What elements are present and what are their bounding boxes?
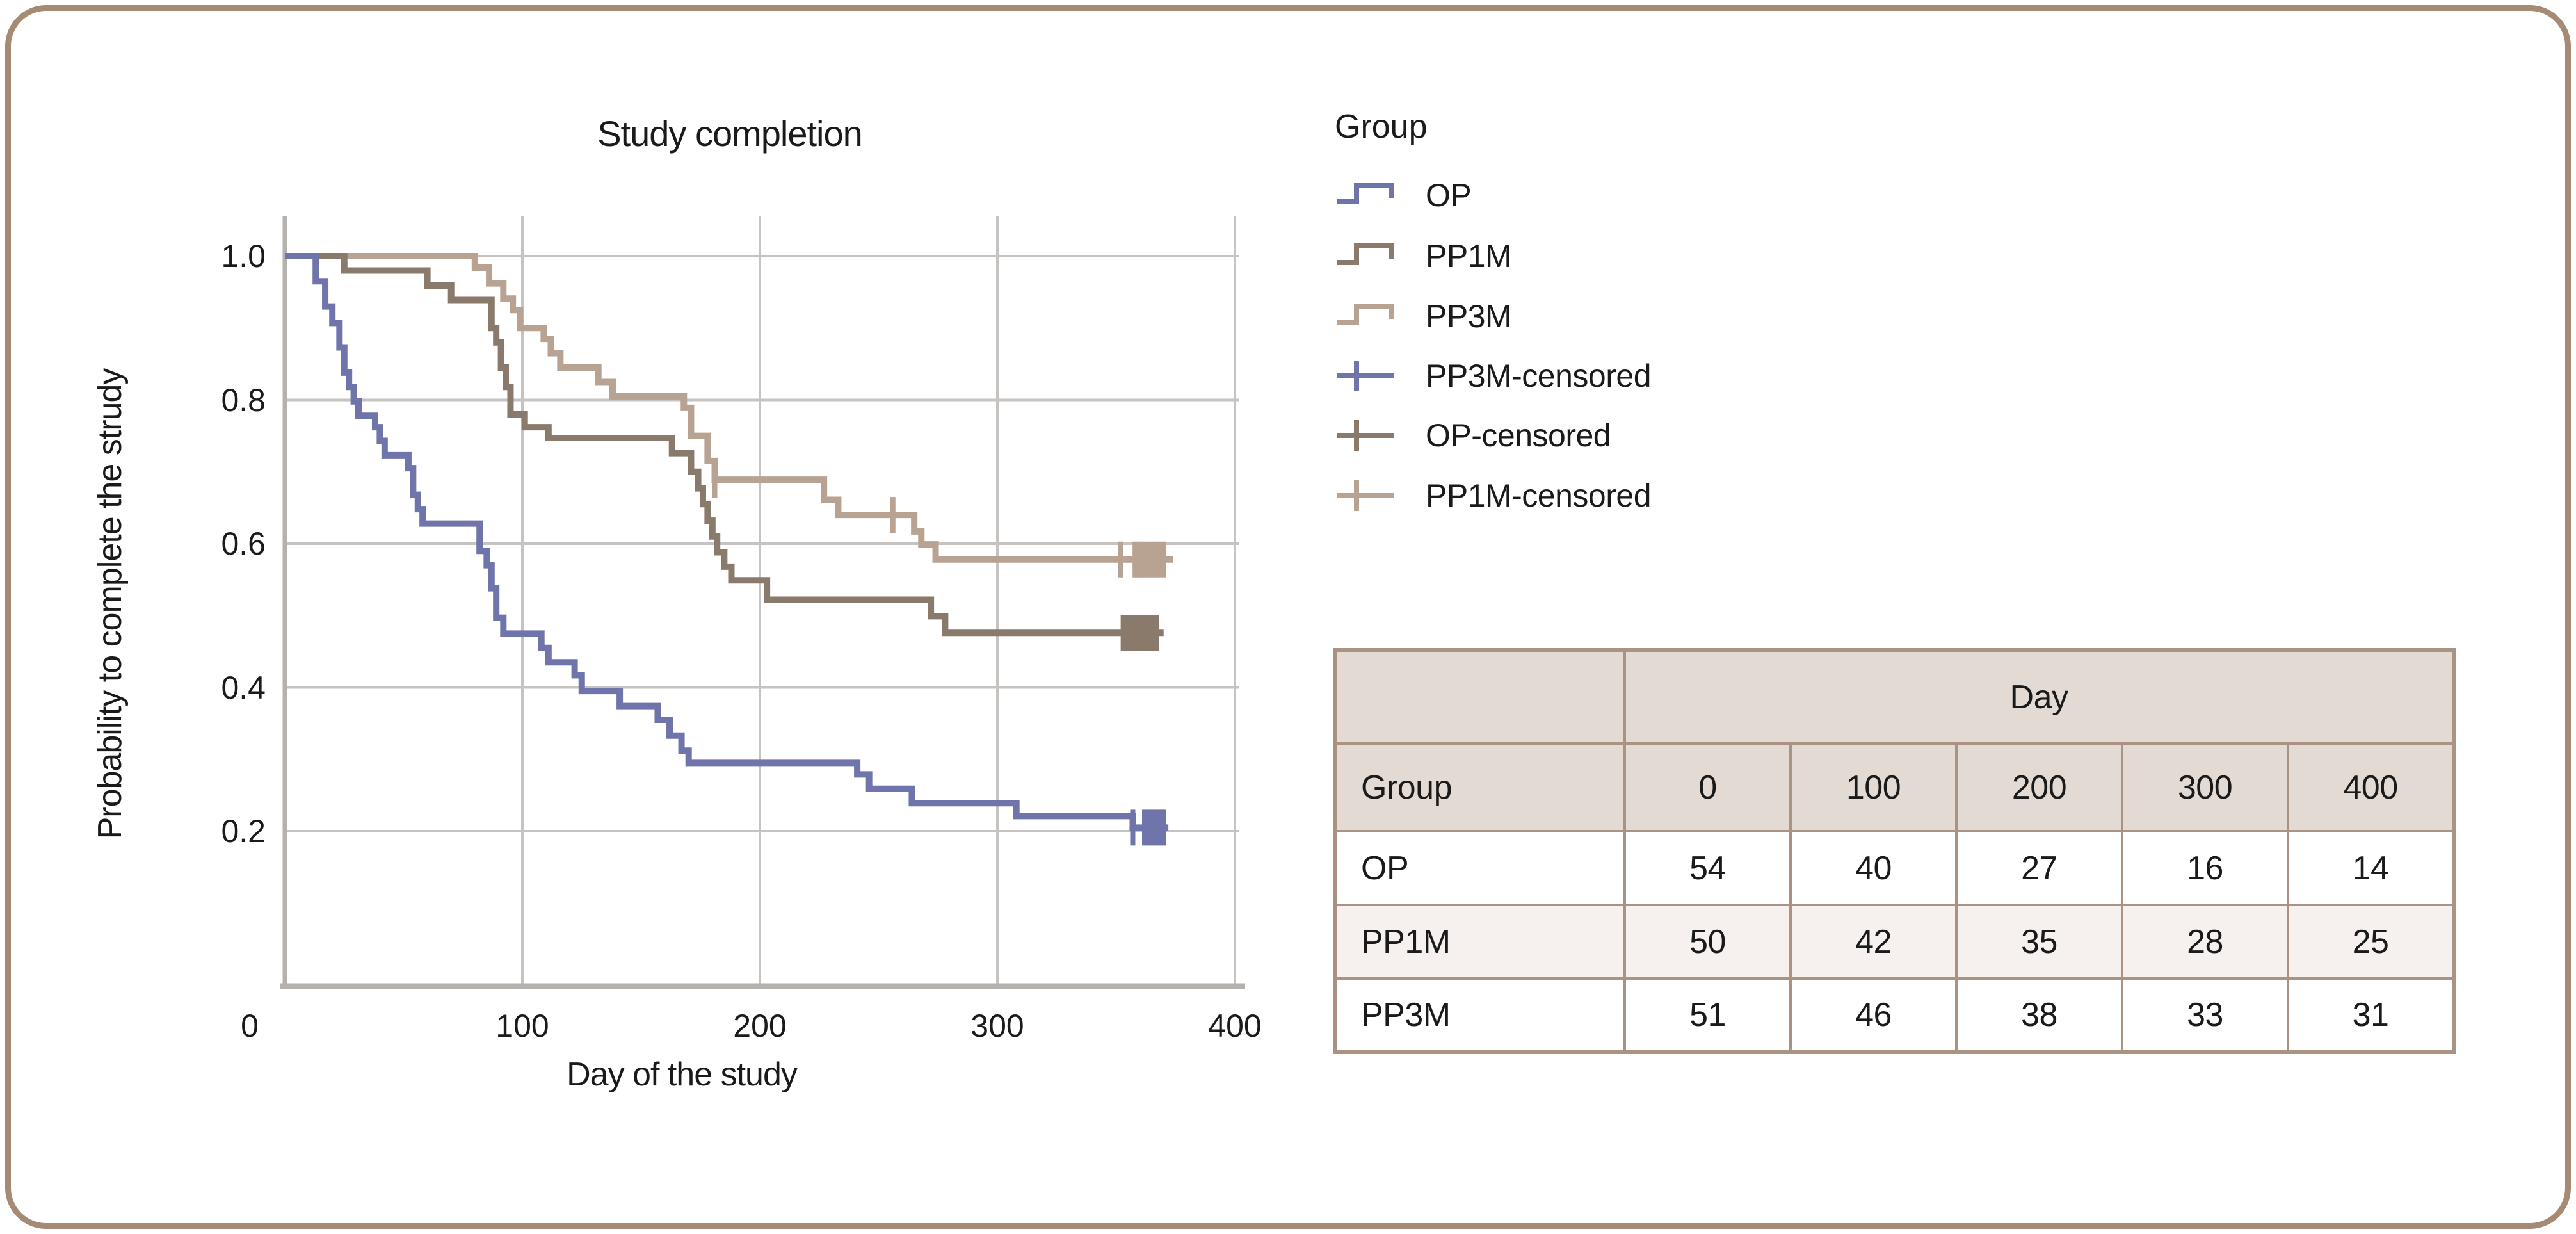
count-cell: 14: [2286, 830, 2456, 906]
table-row: Group 0 100 200 300 400: [1333, 742, 2456, 832]
count-cell: 27: [1955, 830, 2123, 906]
count-cell: 54: [1623, 830, 1792, 906]
table-row-pp3m: PP3M 51 46 38 33 31: [1333, 977, 2456, 1053]
step-line-icon: [1337, 183, 1394, 204]
legend-item-pp3m: PP3M: [1335, 295, 1512, 337]
day-col-header: 400: [2286, 742, 2456, 832]
day-col-header: 200: [1955, 742, 2123, 832]
day-span-header: Day: [1623, 649, 2456, 745]
legend-item-pp3m-censored: PP3M-censored: [1335, 355, 1652, 397]
count-cell: 25: [2286, 904, 2456, 980]
legend-item-label: PP3M-censored: [1426, 358, 1652, 394]
legend-item-op-censored: OP-censored: [1335, 414, 1611, 457]
day-col-header: 0: [1623, 742, 1792, 832]
step-line-icon: [1337, 243, 1394, 265]
y-tick-label: 0.8: [221, 382, 266, 418]
count-cell: 38: [1955, 977, 2123, 1053]
count-cell: 33: [2121, 977, 2289, 1053]
y-tick-label: 0.6: [221, 526, 266, 562]
legend-item-label: PP3M: [1426, 298, 1512, 334]
legend-item-label: PP1M: [1426, 238, 1512, 274]
group-cell: PP1M: [1333, 904, 1626, 980]
group-header-cell: Group: [1333, 742, 1626, 832]
table-row-pp1m: PP1M 50 42 35 28 25: [1333, 904, 2456, 980]
censor-plus-icon: [1337, 420, 1394, 451]
day-col-header: 100: [1789, 742, 1958, 832]
count-cell: 51: [1623, 977, 1792, 1053]
group-cell: OP: [1333, 830, 1626, 906]
legend-item-label: OP-censored: [1426, 418, 1611, 453]
count-cell: 35: [1955, 904, 2123, 980]
count-cell: 40: [1789, 830, 1958, 906]
x-tick-label: 400: [1208, 1008, 1262, 1044]
day-col-header: 300: [2121, 742, 2289, 832]
table-row-op: OP 54 40 27 16 14: [1333, 830, 2456, 906]
number-at-risk-table: Day Group 0 100 200 300 400 OP 54 40 27 16 14 PP1M…: [1333, 648, 2456, 1054]
legend-item-label: OP: [1426, 177, 1472, 213]
x-axis-title: Day of the study: [567, 1056, 798, 1093]
count-cell: 50: [1623, 904, 1792, 980]
y-tick-label: 0.2: [221, 813, 266, 849]
chart-title: Study completion: [597, 113, 863, 154]
count-cell: 28: [2121, 904, 2289, 980]
legend-item-op: OP: [1335, 174, 1472, 216]
corner-cell: [1333, 649, 1626, 745]
y-tick-label: 0.4: [221, 669, 266, 706]
step-line-icon: [1337, 304, 1394, 325]
count-cell: 16: [2121, 830, 2289, 906]
count-cell: 31: [2286, 977, 2456, 1053]
y-tick-label: 1.0: [221, 238, 266, 274]
y-axis-title: Probability to complete the strudy: [92, 368, 129, 840]
group-cell: PP3M: [1333, 977, 1626, 1053]
legend-item-label: PP1M-censored: [1426, 478, 1652, 514]
legend-title: Group: [1335, 108, 1428, 145]
censor-plus-icon: [1337, 361, 1394, 391]
count-cell: 42: [1789, 904, 1958, 980]
legend-item-pp1m: PP1M: [1335, 235, 1512, 277]
x-tick-label: 0: [241, 1008, 259, 1044]
x-tick-label: 100: [495, 1008, 549, 1044]
count-cell: 46: [1789, 977, 1958, 1053]
x-tick-label: 200: [733, 1008, 787, 1044]
table-row: Day: [1333, 649, 2456, 745]
x-tick-label: 300: [970, 1008, 1024, 1044]
legend-item-pp1m-censored: PP1M-censored: [1335, 475, 1652, 517]
censor-plus-icon: [1337, 480, 1394, 511]
